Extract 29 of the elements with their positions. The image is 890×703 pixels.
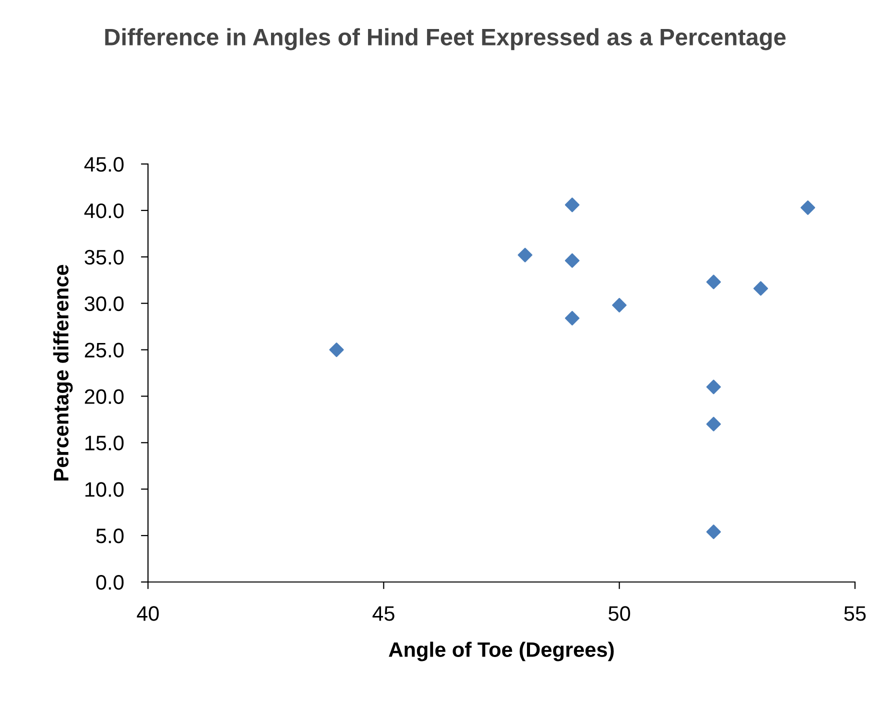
y-tick-label: 25.0 [84, 342, 124, 358]
point [706, 274, 721, 290]
x-tick-label: 40 [136, 606, 159, 621]
point [706, 380, 721, 394]
point [800, 200, 816, 215]
y-tick-label: 30.0 [84, 296, 124, 312]
point [518, 248, 532, 262]
y-tick-label: 15.0 [85, 436, 124, 450]
x-axis-title: Angle of Toe (Degrees) [388, 642, 614, 662]
x-tick-label: 50 [608, 606, 630, 621]
point [564, 310, 580, 326]
point [612, 298, 627, 312]
y-tick-label: 10.0 [85, 482, 124, 497]
y-tick-label: 5.0 [96, 528, 124, 544]
point [564, 198, 580, 212]
x-tick-label: 45 [372, 606, 394, 621]
point [753, 281, 768, 296]
y-tick-label: 0.0 [96, 575, 124, 590]
y-axis-title: Percentage difference [53, 264, 73, 480]
point [329, 342, 344, 358]
point [706, 416, 721, 432]
x-tick-label: 55 [844, 606, 866, 621]
y-tick-label: 20.0 [84, 389, 124, 404]
point [706, 524, 721, 540]
chart-title: Difference in Angles of Hind Feet Expressed as a Percentage [105, 28, 786, 50]
y-tick-label: 40.0 [84, 203, 124, 218]
y-tick-label: 45.0 [84, 157, 124, 172]
y-tick-label: 35.0 [84, 250, 124, 265]
point [564, 253, 580, 268]
